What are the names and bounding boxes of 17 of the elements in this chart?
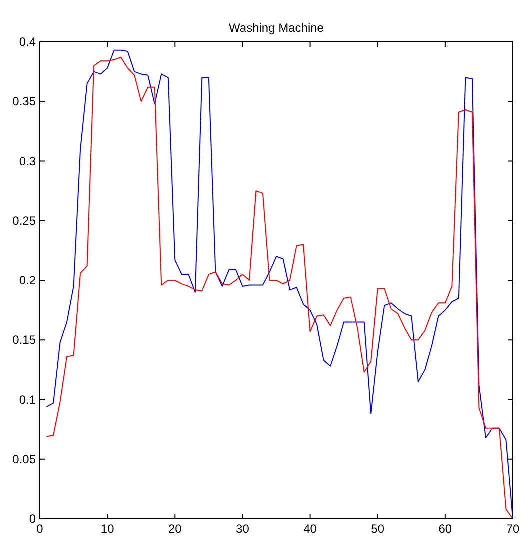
x-tick-label: 70 xyxy=(506,522,520,536)
x-tick-label: 50 xyxy=(371,522,385,536)
y-tick-label: 0 xyxy=(29,512,36,526)
y-tick-label: 0.15 xyxy=(12,333,36,348)
y-tick-label: 0.05 xyxy=(12,452,36,466)
y-tick-label: 0.35 xyxy=(12,94,36,109)
x-tick-label: 30 xyxy=(236,522,250,536)
chart-title: Washing Machine xyxy=(229,21,324,35)
y-tick-label: 0.2 xyxy=(19,274,36,288)
x-tick-label: 20 xyxy=(168,522,182,536)
x-tick-label: 40 xyxy=(304,522,318,536)
x-tick-label: 10 xyxy=(100,522,115,536)
x-tick-label: 60 xyxy=(438,522,452,536)
y-tick-label: 0.25 xyxy=(12,214,36,228)
y-tick-label: 0.4 xyxy=(19,35,36,49)
y-tick-label: 0.1 xyxy=(19,392,36,407)
y-tick-label: 0.3 xyxy=(19,154,36,168)
